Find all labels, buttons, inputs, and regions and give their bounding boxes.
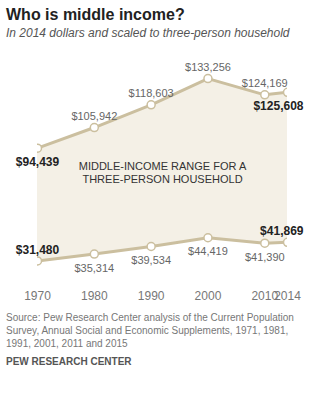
html-text:PEW RESEARCH CENTER: PEW RESEARCH CENTER xyxy=(6,356,132,367)
svg-text:2000: 2000 xyxy=(195,289,222,303)
svg-text:$133,256: $133,256 xyxy=(185,61,231,73)
svg-text:$35,314: $35,314 xyxy=(74,262,114,274)
svg-text:$41,390: $41,390 xyxy=(245,251,285,263)
html-text:Who is middle income?: Who is middle income? xyxy=(6,6,185,23)
svg-text:MIDDLE-INCOME RANGE FOR ATHREE: MIDDLE-INCOME RANGE FOR ATHREE-PERSON HO… xyxy=(79,160,247,186)
html-text:In 2014 dollars and scaled to: In 2014 dollars and scaled to three-pers… xyxy=(6,26,290,40)
svg-text:1990: 1990 xyxy=(138,289,165,303)
svg-text:$125,608: $125,608 xyxy=(253,99,303,113)
svg-text:1970: 1970 xyxy=(24,289,51,303)
svg-text:$124,169: $124,169 xyxy=(242,77,288,89)
svg-text:$94,439: $94,439 xyxy=(16,155,60,169)
svg-text:$44,419: $44,419 xyxy=(188,245,228,257)
svg-text:$118,603: $118,603 xyxy=(129,87,174,99)
svg-text:2010: 2010 xyxy=(251,289,279,303)
html-text:Source: Pew Research Center an: Source: Pew Research Center analysis of … xyxy=(6,312,294,349)
svg-text:$105,942: $105,942 xyxy=(71,110,117,122)
svg-text:$41,869: $41,869 xyxy=(260,224,304,238)
svg-text:$31,480: $31,480 xyxy=(16,243,60,257)
svg-text:2014: 2014 xyxy=(274,289,301,303)
svg-text:1980: 1980 xyxy=(81,289,108,303)
svg-text:$39,534: $39,534 xyxy=(131,254,171,266)
